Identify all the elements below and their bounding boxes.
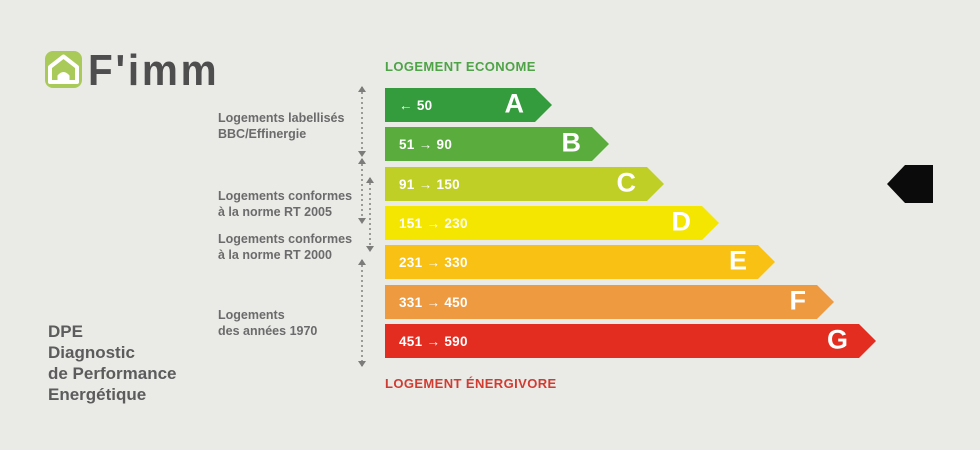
class-letter: G bbox=[826, 324, 848, 355]
arrow-up-icon bbox=[358, 158, 366, 164]
label-line: Logements conformes bbox=[218, 189, 353, 203]
range-label: 231 → 330 bbox=[399, 254, 468, 270]
label-rt-2005: Logements conformes à la norme RT 2005 bbox=[218, 188, 368, 220]
dpe-bar-b: 51 → 90 B bbox=[385, 127, 609, 161]
dpe-bar-f: 331 → 450 F bbox=[385, 285, 834, 319]
bar-arrow-tip bbox=[702, 206, 719, 240]
label-line: à la norme RT 2005 bbox=[218, 205, 332, 219]
bar-arrow-tip bbox=[535, 88, 552, 122]
arrow-down-icon bbox=[358, 218, 366, 224]
range-label: 51 → 90 bbox=[399, 136, 453, 152]
dpe-title: DPE Diagnostic de Performance Energétiqu… bbox=[48, 321, 177, 405]
bar-arrow-tip bbox=[817, 285, 834, 319]
dpe-title-line: Energétique bbox=[48, 385, 147, 404]
dpe-title-line: Diagnostic bbox=[48, 343, 135, 362]
bar-arrow-tip bbox=[647, 167, 664, 201]
bar-arrow-tip bbox=[859, 324, 876, 358]
label-line: à la norme RT 2000 bbox=[218, 248, 332, 262]
dpe-bar-c: 91 → 150 C bbox=[385, 167, 664, 201]
arrow-up-icon bbox=[366, 177, 374, 183]
label-bbc-effinergie: Logements labellisés BBC/Effinergie bbox=[218, 110, 368, 142]
measure-line-bbc bbox=[358, 86, 366, 157]
house-icon bbox=[45, 51, 82, 88]
dpe-bar-e: 231 → 330 E bbox=[385, 245, 775, 279]
label-line: Logements bbox=[218, 308, 285, 322]
label-line: Logements labellisés bbox=[218, 111, 345, 125]
range-label: 151 → 230 bbox=[399, 215, 468, 231]
arrow-up-icon bbox=[358, 86, 366, 92]
range-label: 451 → 590 bbox=[399, 333, 468, 349]
measure-line-1970 bbox=[358, 259, 366, 367]
class-letter: E bbox=[728, 245, 747, 276]
brand-name: F'imm bbox=[88, 46, 220, 95]
bar-arrow-tip bbox=[592, 127, 609, 161]
bar-arrow-tip bbox=[758, 245, 775, 279]
dpe-title-line: DPE bbox=[48, 322, 83, 341]
measure-line-rt2005 bbox=[358, 158, 366, 224]
current-rating-marker bbox=[887, 165, 933, 203]
chart-title-energivore: LOGEMENT ÉNERGIVORE bbox=[385, 376, 557, 391]
arrow-up-icon bbox=[358, 259, 366, 265]
class-letter: C bbox=[616, 167, 637, 198]
label-line: des années 1970 bbox=[218, 324, 318, 338]
label-line: Logements conformes bbox=[218, 232, 353, 246]
class-letter: D bbox=[671, 206, 692, 237]
label-line: BBC/Effinergie bbox=[218, 127, 307, 141]
measure-line-rt2000 bbox=[366, 177, 374, 252]
chart-title-econome: LOGEMENT ECONOME bbox=[385, 59, 536, 74]
range-label: 331 → 450 bbox=[399, 294, 468, 310]
class-letter: B bbox=[561, 127, 582, 158]
arrow-down-icon bbox=[366, 246, 374, 252]
arrow-down-icon bbox=[358, 361, 366, 367]
arrow-down-icon bbox=[358, 151, 366, 157]
label-rt-2000: Logements conformes à la norme RT 2000 bbox=[218, 231, 368, 263]
range-label: 91 → 150 bbox=[399, 176, 460, 192]
label-annees-1970: Logements des années 1970 bbox=[218, 307, 368, 339]
dpe-bar-a: ← 50 A bbox=[385, 88, 552, 122]
class-letter: F bbox=[789, 285, 807, 316]
dpe-bar-d: 151 → 230 D bbox=[385, 206, 719, 240]
dpe-bar-g: 451 → 590 G bbox=[385, 324, 876, 358]
range-label: ← 50 bbox=[399, 97, 433, 113]
class-letter: A bbox=[504, 88, 525, 119]
dpe-title-line: de Performance bbox=[48, 364, 177, 383]
